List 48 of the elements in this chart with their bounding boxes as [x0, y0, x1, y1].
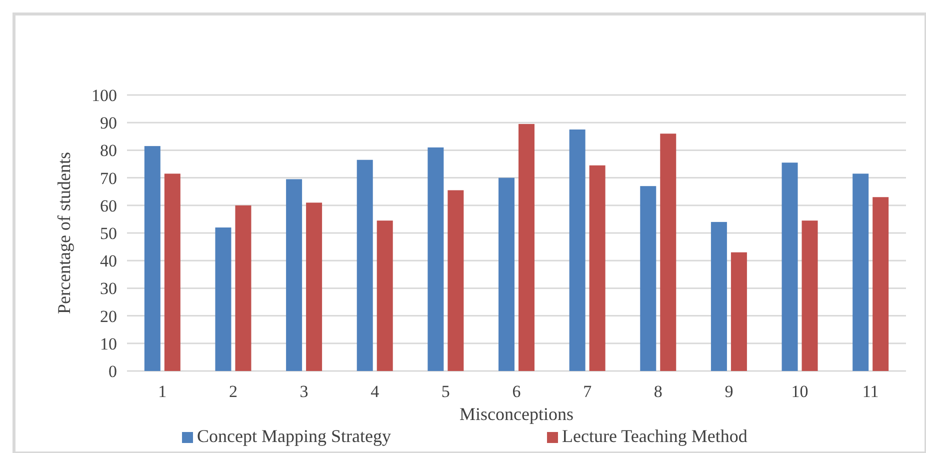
bar	[710, 222, 727, 371]
bar	[589, 165, 606, 371]
y-tick-label: 10	[100, 334, 117, 354]
bar	[872, 197, 889, 371]
bar	[498, 178, 514, 371]
x-tick-label: 1	[158, 382, 167, 401]
y-axis-title: Percentage of students	[54, 152, 74, 314]
x-tick-label: 5	[441, 382, 450, 401]
bar	[569, 130, 586, 371]
x-tick-label: 7	[583, 382, 592, 401]
bar	[144, 146, 160, 371]
y-tick-label: 90	[100, 114, 117, 133]
bar	[306, 202, 322, 371]
bar	[286, 179, 302, 371]
x-tick-label: 6	[512, 382, 521, 401]
bar	[518, 124, 534, 371]
bar	[640, 186, 656, 371]
bar	[782, 162, 798, 371]
bar	[660, 134, 676, 371]
y-tick-label: 50	[100, 224, 117, 243]
bar	[356, 160, 373, 371]
bar	[730, 252, 747, 371]
y-tick-label: 100	[92, 86, 117, 105]
y-tick-label: 80	[100, 141, 117, 160]
x-tick-label: 2	[228, 382, 238, 401]
y-tick-label: 60	[100, 196, 117, 216]
bar	[235, 205, 252, 371]
y-tick-label: 30	[100, 279, 117, 298]
bar	[428, 147, 444, 371]
bar	[164, 174, 180, 371]
y-tick-label: 0	[108, 362, 117, 381]
bar	[852, 174, 869, 371]
bar	[376, 220, 393, 371]
y-tick-label: 20	[100, 306, 117, 326]
x-tick-label: 3	[300, 382, 308, 401]
x-axis-title: Misconceptions	[460, 404, 574, 424]
x-tick-label: 4	[370, 382, 380, 401]
bar	[448, 190, 464, 371]
bar	[802, 220, 818, 371]
x-tick-label: 11	[862, 382, 879, 401]
x-tick-label: 9	[724, 382, 734, 401]
y-tick-label: 70	[100, 168, 117, 188]
x-tick-label: 8	[654, 382, 662, 401]
legend-label: Concept Mapping Strategy	[197, 426, 391, 446]
x-tick-label: 10	[791, 382, 808, 401]
bar	[215, 227, 232, 371]
y-tick-label: 40	[100, 252, 117, 271]
legend-label: Lecture Teaching Method	[562, 426, 748, 446]
